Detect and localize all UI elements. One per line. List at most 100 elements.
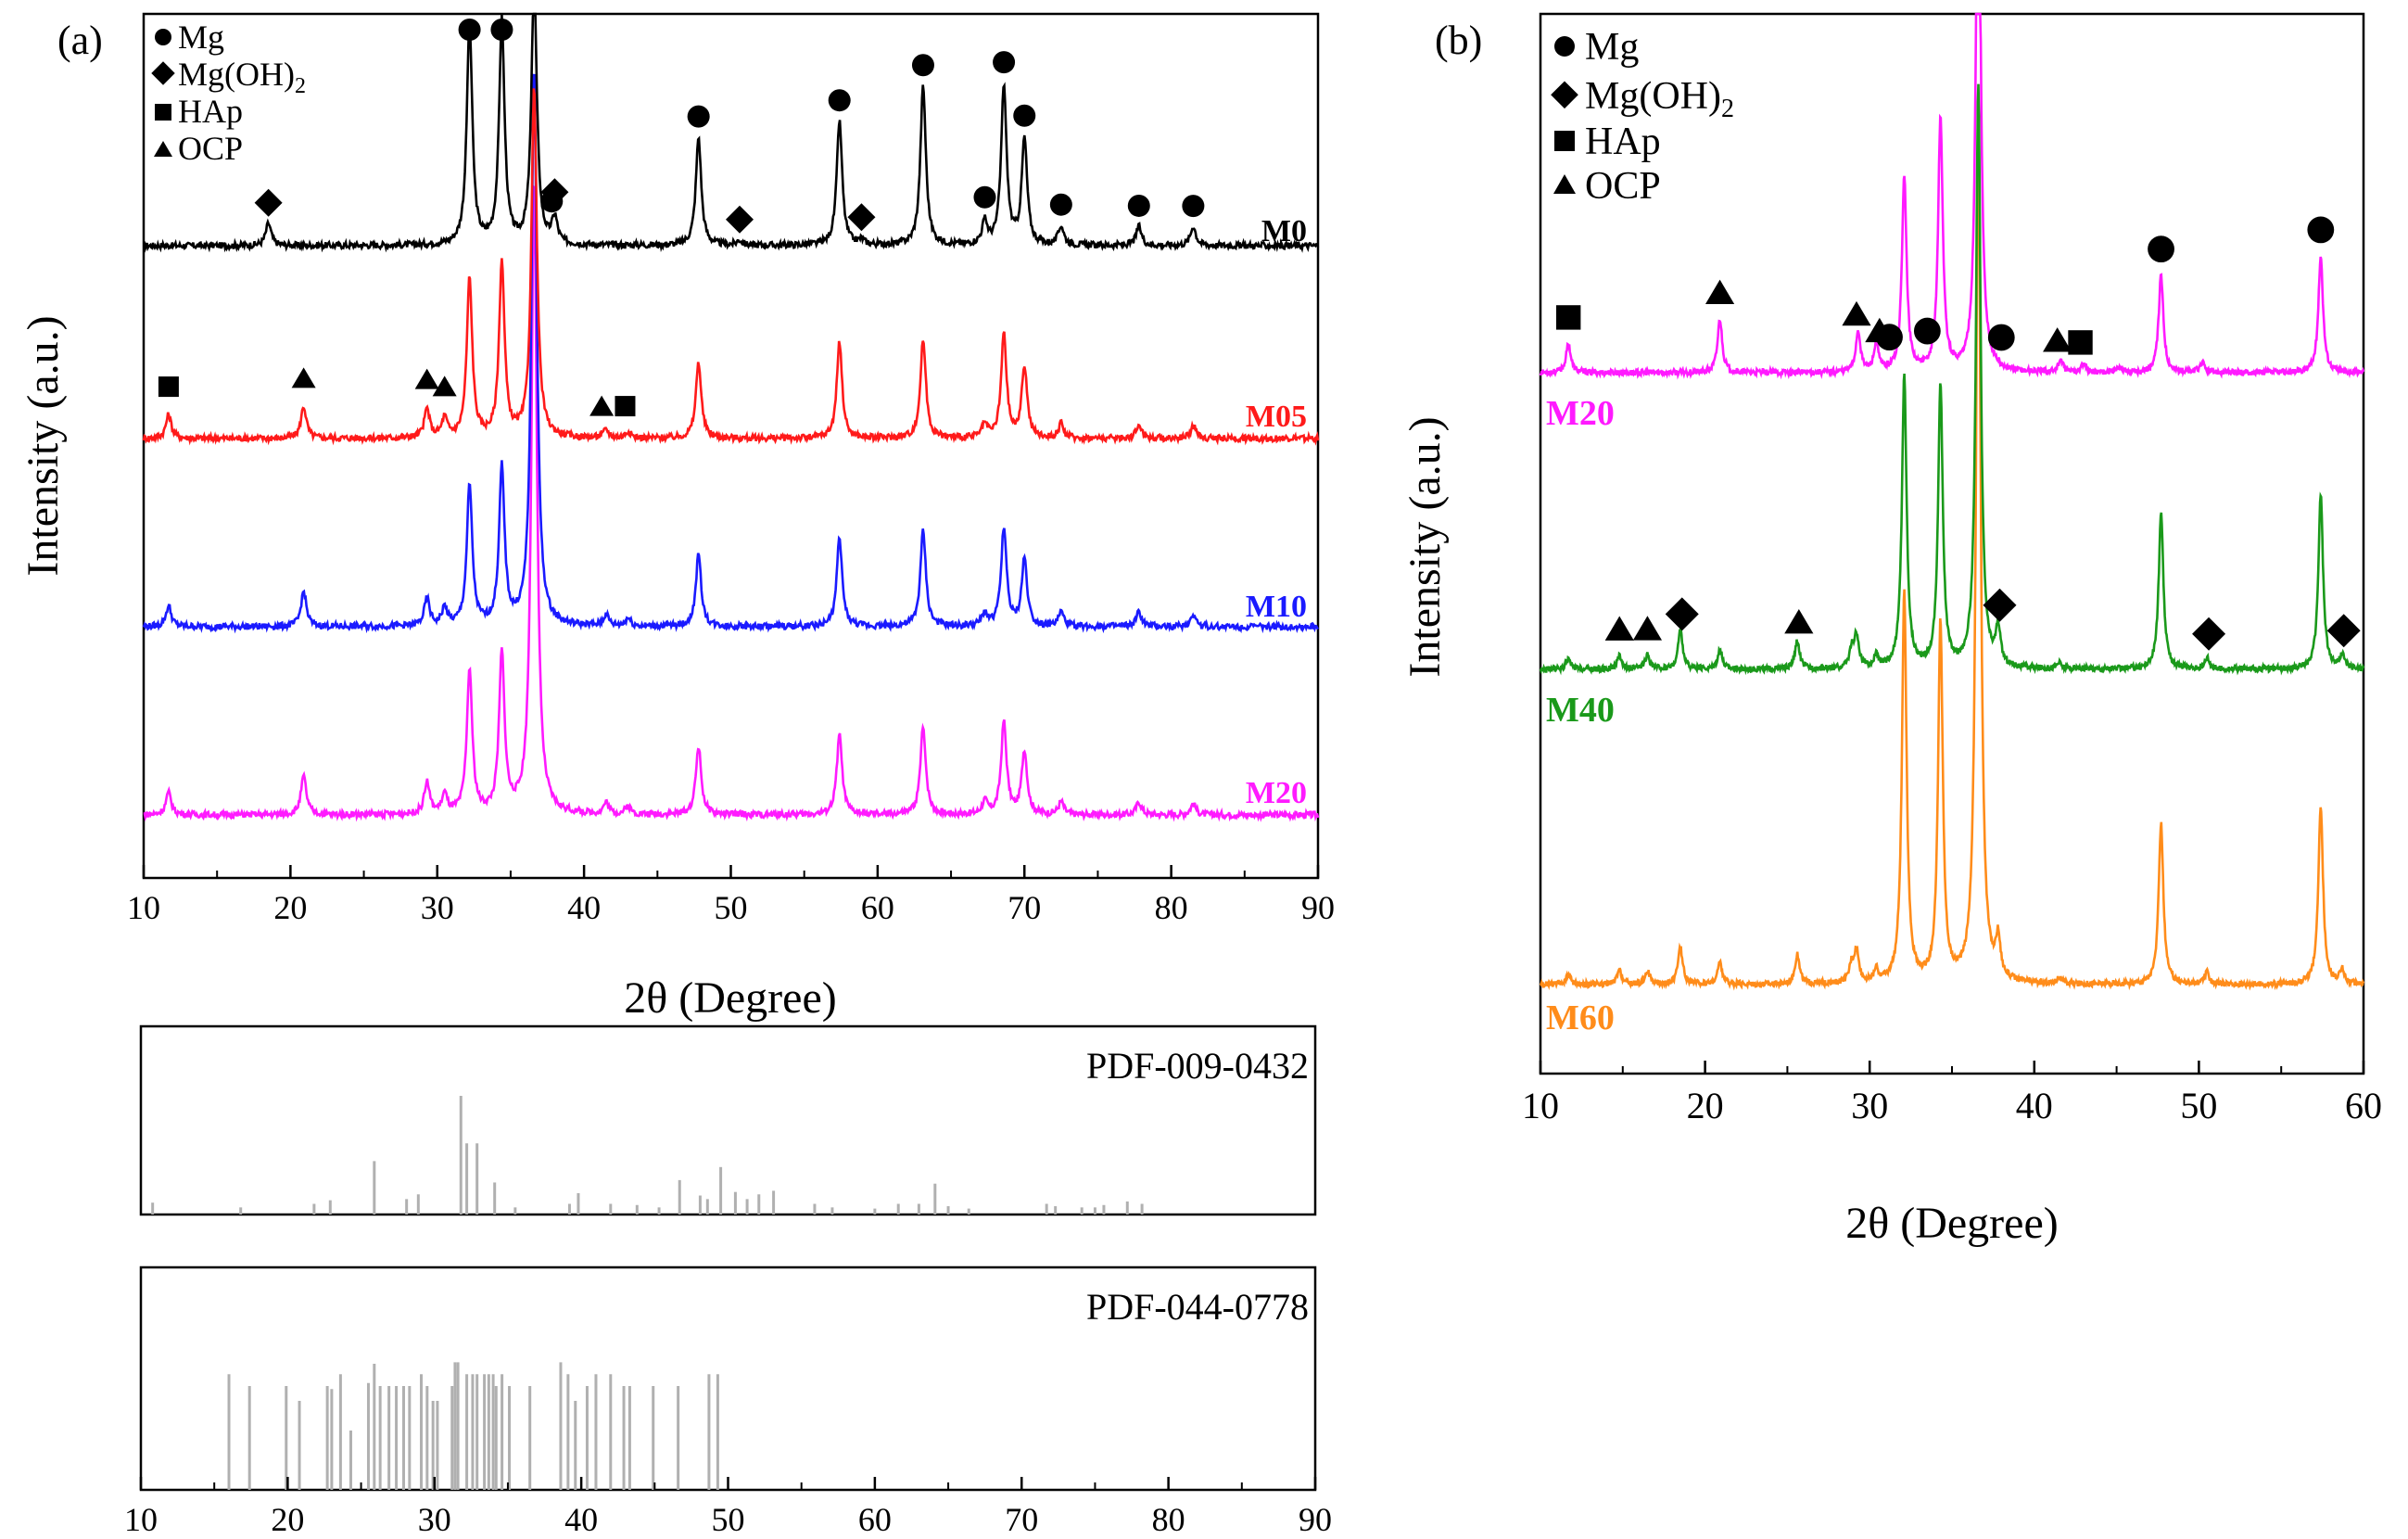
- panel-a-legend: Mg Mg(OH)2 HAp OCP: [151, 19, 306, 167]
- a-tick-label: 50: [715, 889, 748, 926]
- marker-b-diamond: [2326, 614, 2361, 648]
- legend-b-mgoh-main: Mg(OH): [1585, 75, 1721, 118]
- a-tick-label: 80: [1155, 889, 1188, 926]
- label-M60: M60: [1546, 998, 1615, 1037]
- panel-b-ylabel: Intensity (a.u.): [1400, 416, 1450, 677]
- label-M05: M05: [1246, 400, 1307, 434]
- marker-circle: [1049, 193, 1072, 216]
- panel-b-series: [1539, 12, 2365, 991]
- legend-hap-label: HAp: [178, 93, 243, 130]
- pdf2-tick-label: 90: [1299, 1501, 1332, 1538]
- marker-b-circle: [2148, 235, 2174, 263]
- legend-b-hap-marker: [1554, 131, 1575, 151]
- marker-b-triangle: [1705, 279, 1735, 305]
- marker-b-diamond: [2192, 617, 2226, 651]
- panel-a-label: (a): [57, 18, 103, 63]
- panel-b-label: (b): [1435, 18, 1482, 63]
- marker-circle: [1127, 194, 1150, 217]
- a-tick-label: 70: [1008, 889, 1041, 926]
- series-line-M0: [143, 12, 1320, 253]
- pdf2-tick-label: 10: [124, 1501, 158, 1538]
- label-M40: M40: [1546, 691, 1615, 730]
- marker-diamond: [254, 188, 283, 217]
- series-line-M20: [1539, 12, 2365, 380]
- marker-b-triangle: [1784, 609, 1814, 634]
- marker-square: [615, 396, 636, 417]
- a-tick-label: 20: [273, 889, 307, 926]
- panel-a-ylabel: Intensity (a.u.): [19, 315, 68, 576]
- panel-a-markers: [158, 19, 1205, 417]
- pdf2-x-ticks: 10 20 30 40 50 60 70 80 90: [124, 1477, 1332, 1538]
- label-M10: M10: [1246, 590, 1307, 624]
- marker-b-square: [2068, 330, 2093, 355]
- marker-triangle: [432, 375, 457, 397]
- pdf-009-0432-panel: PDF-009-0432: [139, 1024, 1317, 1216]
- marker-circle: [828, 89, 851, 112]
- a-tick-label: 90: [1301, 889, 1335, 926]
- series-line-M05: [142, 88, 1320, 446]
- pdf2-tick-label: 20: [271, 1501, 304, 1538]
- a-tick-label: 10: [127, 889, 160, 926]
- label-M0: M0: [1261, 214, 1307, 248]
- legend-b-ocp-marker: [1553, 174, 1576, 194]
- pdf2-tick-label: 70: [1005, 1501, 1038, 1538]
- b-tick-label: 60: [2345, 1085, 2382, 1126]
- pdf2-tick-label: 40: [564, 1501, 598, 1538]
- panel-b: (b) 10 20 30 40 50 60 Mg Mg(OH)2 HAp OCP Inte…: [1400, 12, 2382, 1248]
- legend-mgoh-main: Mg(OH): [178, 56, 295, 93]
- a-tick-label: 60: [861, 889, 894, 926]
- marker-circle: [540, 190, 564, 213]
- marker-b-diamond: [1665, 597, 1699, 631]
- panel-b-markers: [1555, 216, 2361, 651]
- pdf2-tick-label: 50: [712, 1501, 745, 1538]
- pdf1-frame: [139, 1024, 1317, 1216]
- marker-b-triangle: [2043, 327, 2072, 352]
- marker-circle: [1013, 104, 1036, 127]
- marker-triangle: [589, 395, 615, 416]
- pdf1-label: PDF-009-0432: [1086, 1045, 1309, 1087]
- legend-hap-marker: [155, 104, 171, 121]
- marker-circle: [687, 105, 710, 128]
- marker-triangle: [414, 368, 439, 389]
- series-line-M60: [1539, 108, 2365, 991]
- legend-b-mgoh-sub: 2: [1721, 95, 1734, 123]
- panel-b-xlabel: 2θ (Degree): [1845, 1199, 2059, 1248]
- panel-a-xlabel: 2θ (Degree): [624, 973, 837, 1023]
- panel-a-frame: [142, 12, 1320, 880]
- marker-circle: [973, 185, 996, 209]
- legend-b-mg-marker: [1554, 36, 1575, 57]
- legend-ocp-label: OCP: [178, 130, 243, 167]
- marker-b-square: [1555, 305, 1581, 330]
- marker-b-triangle: [1604, 616, 1634, 641]
- pdf-044-0778-panel: 10 20 30 40 50 60 70 80 90 PDF-044-0778: [124, 1266, 1332, 1538]
- marker-diamond: [847, 203, 876, 232]
- label-M20-a: M20: [1246, 776, 1307, 810]
- panel-b-frame: [1539, 12, 2365, 1075]
- pdf2-tick-label: 80: [1152, 1501, 1185, 1538]
- marker-triangle: [291, 367, 316, 388]
- legend-b-hap-label: HAp: [1585, 121, 1661, 163]
- legend-mg-marker: [155, 29, 171, 45]
- b-tick-label: 20: [1687, 1085, 1724, 1126]
- marker-b-triangle: [1632, 616, 1663, 641]
- series-line-M10: [142, 73, 1320, 634]
- marker-diamond: [726, 205, 754, 234]
- panel-a-x-ticks: 10 20 30 40 50 60 70 80 90: [127, 865, 1335, 926]
- marker-circle: [993, 51, 1016, 74]
- marker-circle: [1182, 195, 1205, 218]
- legend-b-mgoh-marker: [1551, 81, 1578, 109]
- a-tick-label: 40: [567, 889, 601, 926]
- legend-b-mg-label: Mg: [1585, 26, 1639, 69]
- marker-circle: [490, 19, 513, 41]
- legend-b-ocp-label: OCP: [1585, 165, 1661, 208]
- a-tick-label: 30: [421, 889, 454, 926]
- marker-b-diamond: [1983, 588, 2017, 622]
- legend-mgoh-label: Mg(OH)2: [178, 56, 306, 98]
- b-tick-label: 10: [1522, 1085, 1559, 1126]
- pdf2-sticks: [227, 1362, 719, 1490]
- panel-a-series: [142, 12, 1320, 822]
- legend-mgoh-sub: 2: [295, 74, 306, 98]
- marker-b-circle: [1913, 317, 1941, 345]
- marker-b-triangle: [1842, 300, 1871, 326]
